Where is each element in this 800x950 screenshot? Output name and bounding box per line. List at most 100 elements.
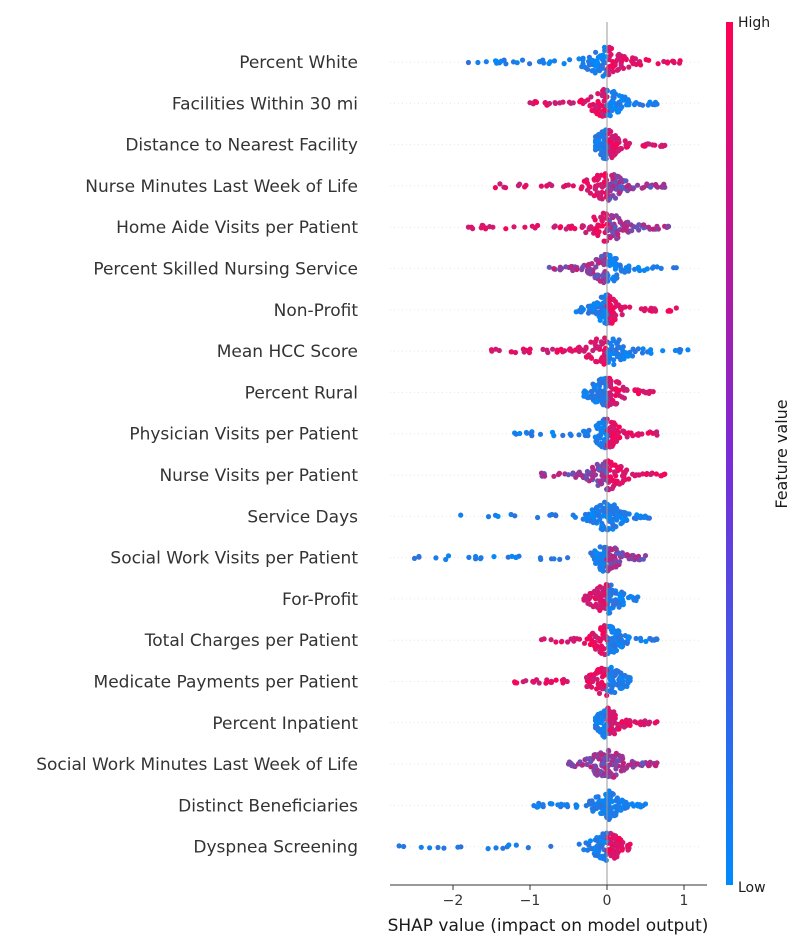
shap-point (617, 175, 623, 181)
shap-point (585, 600, 591, 607)
shap-point (620, 760, 627, 766)
shap-point (644, 181, 650, 187)
shap-point (597, 317, 603, 323)
shap-point (591, 67, 597, 74)
shap-point (588, 57, 595, 63)
shap-point (492, 185, 498, 191)
shap-point (589, 639, 595, 645)
shap-point (608, 664, 614, 670)
feature-row-points (546, 251, 679, 286)
shap-point (647, 184, 654, 190)
shap-point (671, 265, 677, 271)
shap-point (466, 554, 472, 561)
shap-point (433, 555, 439, 561)
shap-point (658, 143, 664, 149)
shap-point (630, 55, 636, 61)
feature-labels: Percent White Facilities Within 30 mi Dist… (36, 53, 358, 858)
shap-point (610, 336, 616, 342)
feature-row-points (458, 499, 653, 533)
shap-point (633, 516, 639, 522)
shap-point (625, 228, 631, 234)
shap-point (594, 302, 600, 308)
feature-row-points (565, 747, 660, 780)
shap-point (586, 261, 592, 267)
shap-point (582, 511, 589, 518)
shap-point (591, 193, 597, 199)
shap-point (589, 107, 595, 114)
shap-point (585, 310, 592, 316)
shap-point (538, 183, 545, 189)
shap-point (619, 345, 625, 351)
shap-point (598, 561, 604, 567)
shap-point (595, 54, 602, 60)
shap-point (629, 228, 635, 234)
shap-point (655, 61, 661, 67)
shap-point (517, 430, 523, 437)
shap-point (584, 636, 590, 642)
shap-point (609, 485, 615, 492)
shap-point (614, 507, 620, 513)
shap-point (641, 143, 647, 149)
shap-point (618, 685, 624, 692)
shap-point (614, 851, 620, 857)
shap-point (647, 471, 654, 477)
feature-row-points (492, 171, 668, 203)
shap-point (567, 431, 573, 437)
shap-point (527, 61, 533, 67)
shap-point (598, 339, 604, 345)
shap-point (610, 420, 617, 426)
shap-point (600, 552, 606, 558)
shap-point (625, 636, 631, 642)
shap-point (546, 60, 552, 67)
shap-point (443, 556, 449, 563)
shap-point (588, 764, 594, 770)
shap-point (601, 378, 607, 385)
shap-point (583, 229, 589, 236)
shap-point (540, 802, 546, 808)
shap-point (560, 99, 566, 105)
shap-point (498, 58, 504, 64)
shap-point (570, 471, 576, 477)
shap-point (593, 104, 599, 110)
shap-point (629, 353, 636, 359)
shap-point (591, 306, 597, 312)
shap-point (661, 58, 667, 65)
shap-point (620, 227, 626, 233)
shap-point (594, 172, 601, 178)
shap-point (659, 184, 665, 190)
shap-point (598, 443, 604, 449)
shap-point (620, 428, 626, 434)
shap-point (640, 471, 646, 477)
shap-point (637, 59, 643, 65)
shap-point (602, 128, 608, 134)
shap-point (616, 93, 623, 99)
shap-point (589, 846, 595, 852)
shap-point (624, 552, 630, 558)
shap-point (612, 299, 619, 305)
shap-point (558, 639, 565, 645)
shap-point (625, 595, 632, 601)
shap-point (590, 678, 596, 685)
shap-point (594, 592, 600, 598)
shap-point (644, 266, 650, 272)
shap-point (630, 433, 636, 439)
shap-point (613, 347, 619, 353)
shap-point (565, 639, 571, 645)
shap-point (611, 95, 617, 101)
shap-point (568, 264, 574, 270)
shap-point (613, 213, 619, 219)
shap-point (624, 640, 630, 647)
shap-point (588, 355, 595, 361)
shap-point (595, 509, 602, 515)
shap-point (596, 690, 603, 697)
shap-point (641, 722, 647, 728)
shap-point (485, 514, 492, 520)
feature-label: Service Days (247, 507, 358, 527)
shap-point (594, 461, 600, 467)
feature-row-points (592, 705, 660, 740)
shap-point (643, 57, 649, 63)
feature-label: Non-Profit (274, 301, 359, 321)
shap-point (614, 512, 621, 518)
shap-point (625, 97, 631, 103)
shap-point (624, 517, 630, 523)
